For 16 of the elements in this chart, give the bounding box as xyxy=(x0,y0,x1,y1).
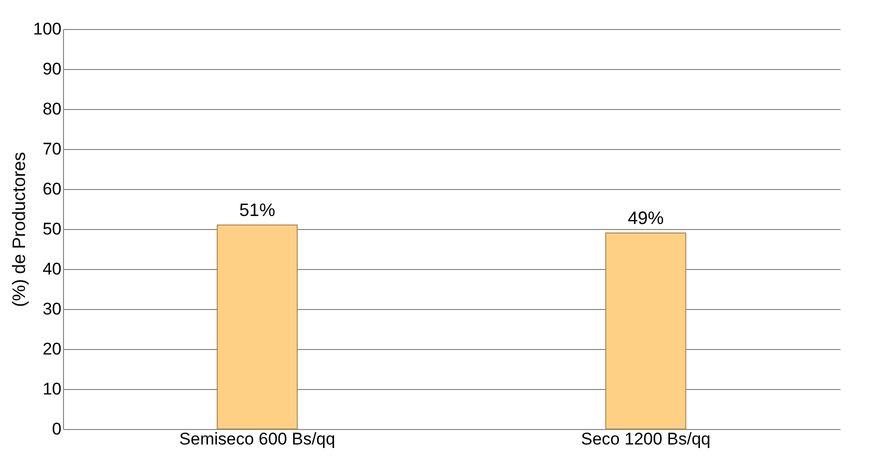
y-axis-title: (%) de Productores xyxy=(9,152,30,308)
y-tick-label: 90 xyxy=(42,60,62,78)
y-tick-label: 40 xyxy=(42,260,62,278)
y-tick-label: 30 xyxy=(42,300,62,318)
x-tick-label: Seco 1200 Bs/qq xyxy=(581,430,710,448)
y-tick-label: 10 xyxy=(42,380,62,398)
y-tick-label: 50 xyxy=(42,220,62,238)
data-label: 49% xyxy=(628,208,664,228)
data-label: 51% xyxy=(239,200,276,220)
y-tick-label: 20 xyxy=(42,340,62,358)
y-tick-label: 80 xyxy=(42,100,62,118)
y-tick-label: 70 xyxy=(42,140,62,158)
y-tick-label: 100 xyxy=(33,20,62,38)
y-tick-label: 0 xyxy=(52,420,62,438)
x-tick-label: Semiseco 600 Bs/qq xyxy=(179,430,336,448)
y-tick-label: 60 xyxy=(42,180,62,198)
